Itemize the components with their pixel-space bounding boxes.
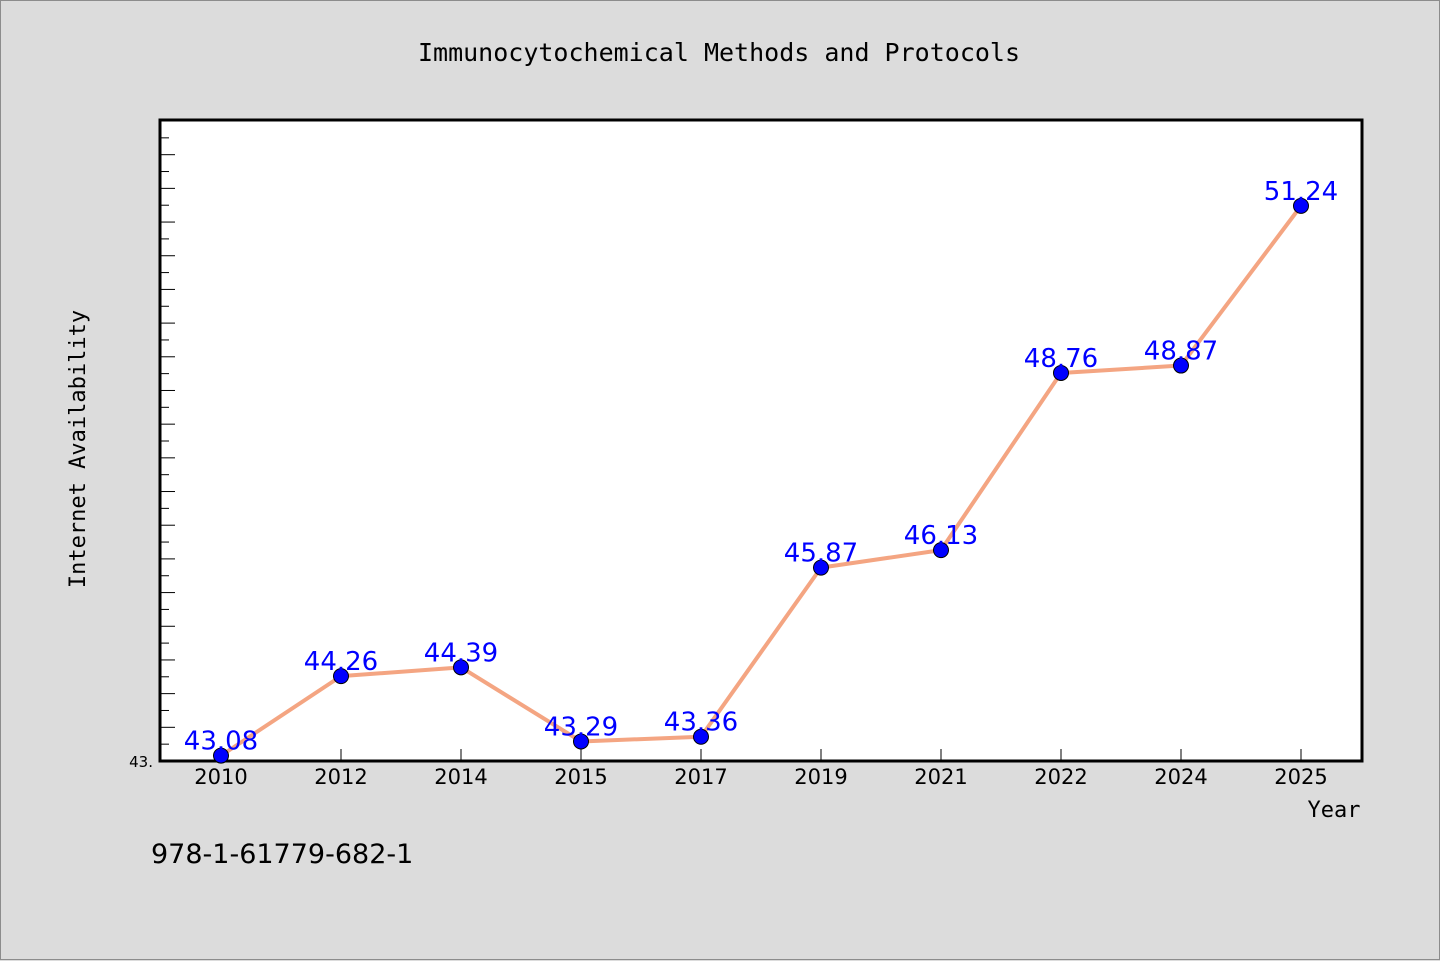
data-point [1173, 357, 1189, 374]
x-tick-label: 2010 [194, 765, 247, 789]
footer-id-text: 978-1-61779-682-1 [151, 839, 413, 870]
x-tick-label: 2025 [1274, 765, 1327, 789]
x-axis-ticks: 2010 2012 2014 2015 2017 2019 2021 2022 2024 2025 [194, 749, 1328, 789]
data-point [453, 659, 469, 676]
data-label: 45.87 [784, 539, 858, 569]
data-label: 43.08 [184, 727, 258, 757]
x-tick-label: 2015 [554, 765, 607, 789]
data-point [693, 728, 709, 745]
y-tick-label: 43. [129, 753, 153, 771]
data-label: 48.87 [1144, 337, 1218, 367]
chart-title: Immunocytochemical Methods and Protocols [418, 38, 1020, 67]
data-label: 44.26 [304, 647, 378, 677]
x-tick-label: 2022 [1034, 765, 1087, 789]
x-tick-label: 2017 [674, 765, 727, 789]
x-tick-label: 2021 [914, 765, 967, 789]
x-tick-label: 2024 [1154, 765, 1207, 789]
y-axis-label: Internet Availability [66, 310, 91, 588]
x-tick-label: 2014 [434, 765, 487, 789]
data-point [573, 733, 589, 750]
data-label: 51.24 [1264, 177, 1338, 207]
data-label: 46.13 [904, 521, 978, 551]
data-point [1053, 364, 1069, 381]
y-axis-ticks [161, 137, 175, 745]
series-layer: 43.08 44.26 44.39 43.29 43.36 45.87 46.13 48.76… [184, 177, 1338, 764]
data-label: 44.39 [424, 638, 498, 668]
data-point [813, 559, 829, 576]
data-label: 43.29 [544, 712, 618, 742]
data-point [1293, 197, 1309, 214]
x-axis-label: Year [1308, 798, 1361, 823]
data-point [213, 747, 229, 764]
data-point [933, 542, 949, 559]
x-tick-label: 2019 [794, 765, 847, 789]
data-point [333, 668, 349, 685]
data-label: 48.76 [1024, 344, 1098, 374]
data-label: 43.36 [664, 708, 738, 738]
x-tick-label: 2012 [314, 765, 367, 789]
series-line [219, 203, 1303, 758]
